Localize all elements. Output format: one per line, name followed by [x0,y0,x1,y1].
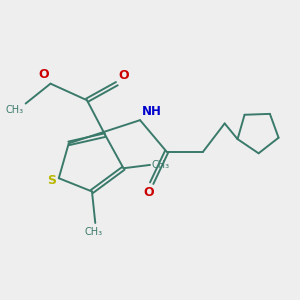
Text: O: O [118,69,129,82]
Text: CH₃: CH₃ [6,105,24,115]
Text: NH: NH [141,105,161,118]
Text: CH₃: CH₃ [152,160,170,170]
Text: O: O [38,68,49,81]
Text: CH₃: CH₃ [85,227,103,237]
Text: S: S [47,174,56,188]
Text: O: O [144,187,154,200]
